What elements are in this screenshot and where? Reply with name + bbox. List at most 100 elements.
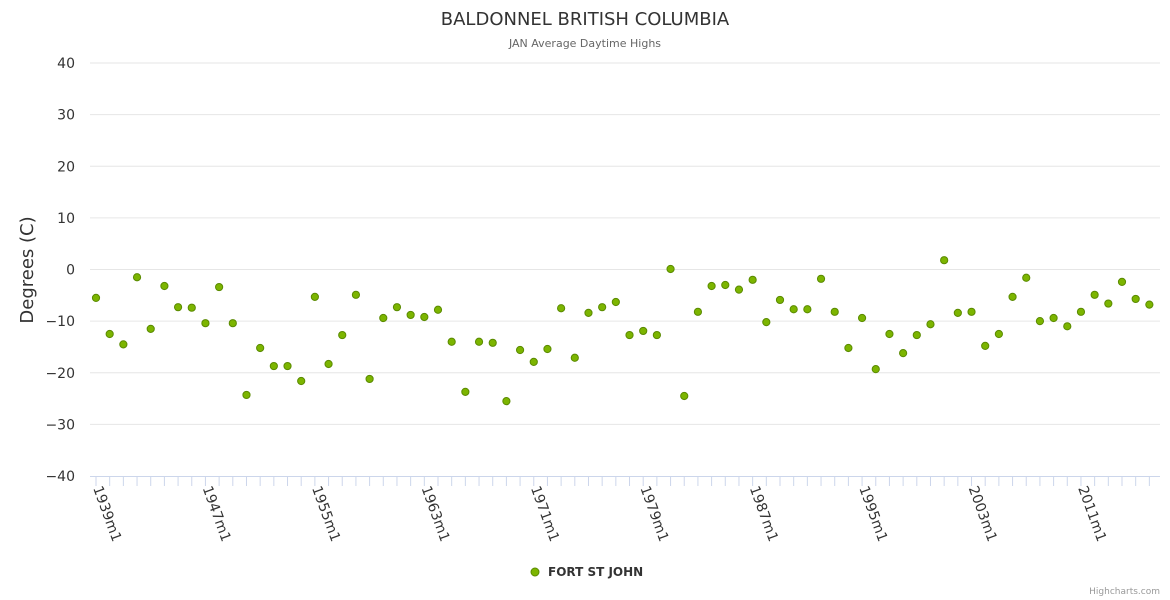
data-point[interactable] (885, 329, 894, 339)
data-point[interactable] (899, 349, 908, 358)
data-point[interactable] (406, 310, 415, 320)
data-point[interactable] (515, 345, 525, 355)
data-point[interactable] (201, 319, 210, 328)
data-point[interactable] (228, 319, 237, 328)
x-tick-label: 1987m1 (746, 484, 781, 544)
data-point[interactable] (365, 374, 374, 384)
data-point[interactable] (775, 295, 785, 305)
data-point[interactable] (392, 303, 402, 312)
data-point[interactable] (132, 273, 142, 282)
x-tick-label: 1995m1 (855, 484, 890, 544)
data-point[interactable] (953, 308, 962, 317)
data-point[interactable] (803, 305, 812, 314)
x-axis: 1939m1 1947m1 1955m1 1963m1 1971m1 1979m1 1987… (89, 476, 1160, 544)
data-point[interactable] (529, 357, 538, 367)
data-point[interactable] (871, 365, 880, 374)
data-point[interactable] (912, 330, 921, 340)
data-point[interactable] (652, 330, 661, 340)
data-point[interactable] (1063, 322, 1072, 331)
data-point[interactable] (256, 343, 265, 353)
chart-subtitle: JAN Average Daytime Highs (508, 37, 661, 50)
data-point[interactable] (680, 391, 689, 401)
x-tick-label: 1947m1 (199, 484, 234, 544)
data-point[interactable] (215, 282, 224, 292)
data-point[interactable] (584, 308, 593, 317)
credits-link[interactable]: Highcharts.com (1089, 587, 1160, 597)
data-point[interactable] (1022, 273, 1031, 282)
data-point[interactable] (967, 307, 976, 316)
data-point[interactable] (857, 313, 867, 323)
data-point[interactable] (816, 274, 826, 283)
x-tick-label: 2003m1 (965, 484, 1000, 544)
data-point[interactable] (1104, 299, 1113, 308)
data-point[interactable] (830, 307, 839, 316)
data-point[interactable] (1145, 300, 1154, 309)
data-point[interactable] (379, 313, 388, 323)
data-point[interactable] (297, 376, 306, 386)
data-point[interactable] (160, 281, 169, 291)
data-point[interactable] (1117, 277, 1127, 286)
data-point[interactable] (242, 390, 251, 400)
y-tick-label: 40 (57, 56, 75, 72)
y-tick-label: −10 (45, 314, 75, 330)
data-point[interactable] (721, 280, 730, 290)
data-point[interactable] (269, 361, 278, 371)
data-point[interactable] (707, 281, 716, 291)
data-point[interactable] (926, 320, 935, 329)
data-point[interactable] (283, 361, 292, 371)
y-tick-label: −20 (45, 366, 75, 382)
y-tick-label: 20 (57, 159, 75, 175)
data-point[interactable] (1131, 294, 1140, 304)
data-point[interactable] (994, 329, 1003, 339)
data-point[interactable] (1035, 317, 1045, 326)
data-point[interactable] (338, 330, 347, 340)
x-tick-label: 1979m1 (636, 484, 671, 544)
data-point[interactable] (146, 324, 155, 333)
data-point[interactable] (1008, 292, 1017, 301)
y-tick-label: 10 (57, 211, 75, 227)
data-point[interactable] (324, 359, 333, 369)
y-tick-label: −40 (45, 469, 75, 485)
data-point[interactable] (748, 275, 757, 284)
y-tick-label: 0 (66, 263, 75, 279)
data-point[interactable] (433, 305, 443, 314)
data-point[interactable] (625, 330, 634, 340)
data-point[interactable] (1049, 313, 1058, 323)
data-point[interactable] (543, 344, 552, 354)
data-point[interactable] (474, 337, 484, 346)
data-point[interactable] (461, 387, 470, 396)
data-point[interactable] (693, 307, 703, 316)
data-point[interactable] (447, 337, 456, 346)
data-point[interactable] (734, 285, 744, 294)
data-point[interactable] (639, 326, 648, 336)
legend-item-fort-st-john[interactable]: FORT ST JOHN (530, 565, 643, 579)
data-point[interactable] (105, 329, 114, 339)
data-point[interactable] (173, 303, 183, 312)
series-fort-st-john[interactable] (91, 256, 1154, 406)
data-point[interactable] (502, 397, 511, 406)
data-point[interactable] (187, 303, 196, 312)
data-point[interactable] (91, 293, 101, 302)
data-point[interactable] (570, 353, 579, 362)
data-point[interactable] (981, 341, 990, 351)
data-point[interactable] (351, 290, 361, 299)
data-point[interactable] (598, 303, 607, 312)
legend-marker-icon (530, 567, 540, 577)
data-point[interactable] (611, 297, 620, 307)
data-point[interactable] (789, 305, 798, 314)
data-point[interactable] (1076, 307, 1086, 316)
data-point[interactable] (557, 304, 566, 313)
data-point[interactable] (420, 312, 429, 322)
data-point[interactable] (1090, 290, 1099, 299)
legend-label: FORT ST JOHN (548, 565, 643, 579)
data-point[interactable] (310, 292, 319, 301)
data-point[interactable] (762, 318, 771, 327)
y-tick-label: −30 (45, 417, 75, 433)
data-point[interactable] (488, 338, 497, 347)
x-tick-label: 1955m1 (308, 484, 343, 544)
data-point[interactable] (666, 264, 675, 274)
data-point[interactable] (844, 343, 853, 353)
data-point[interactable] (940, 256, 949, 265)
data-point[interactable] (119, 340, 128, 349)
